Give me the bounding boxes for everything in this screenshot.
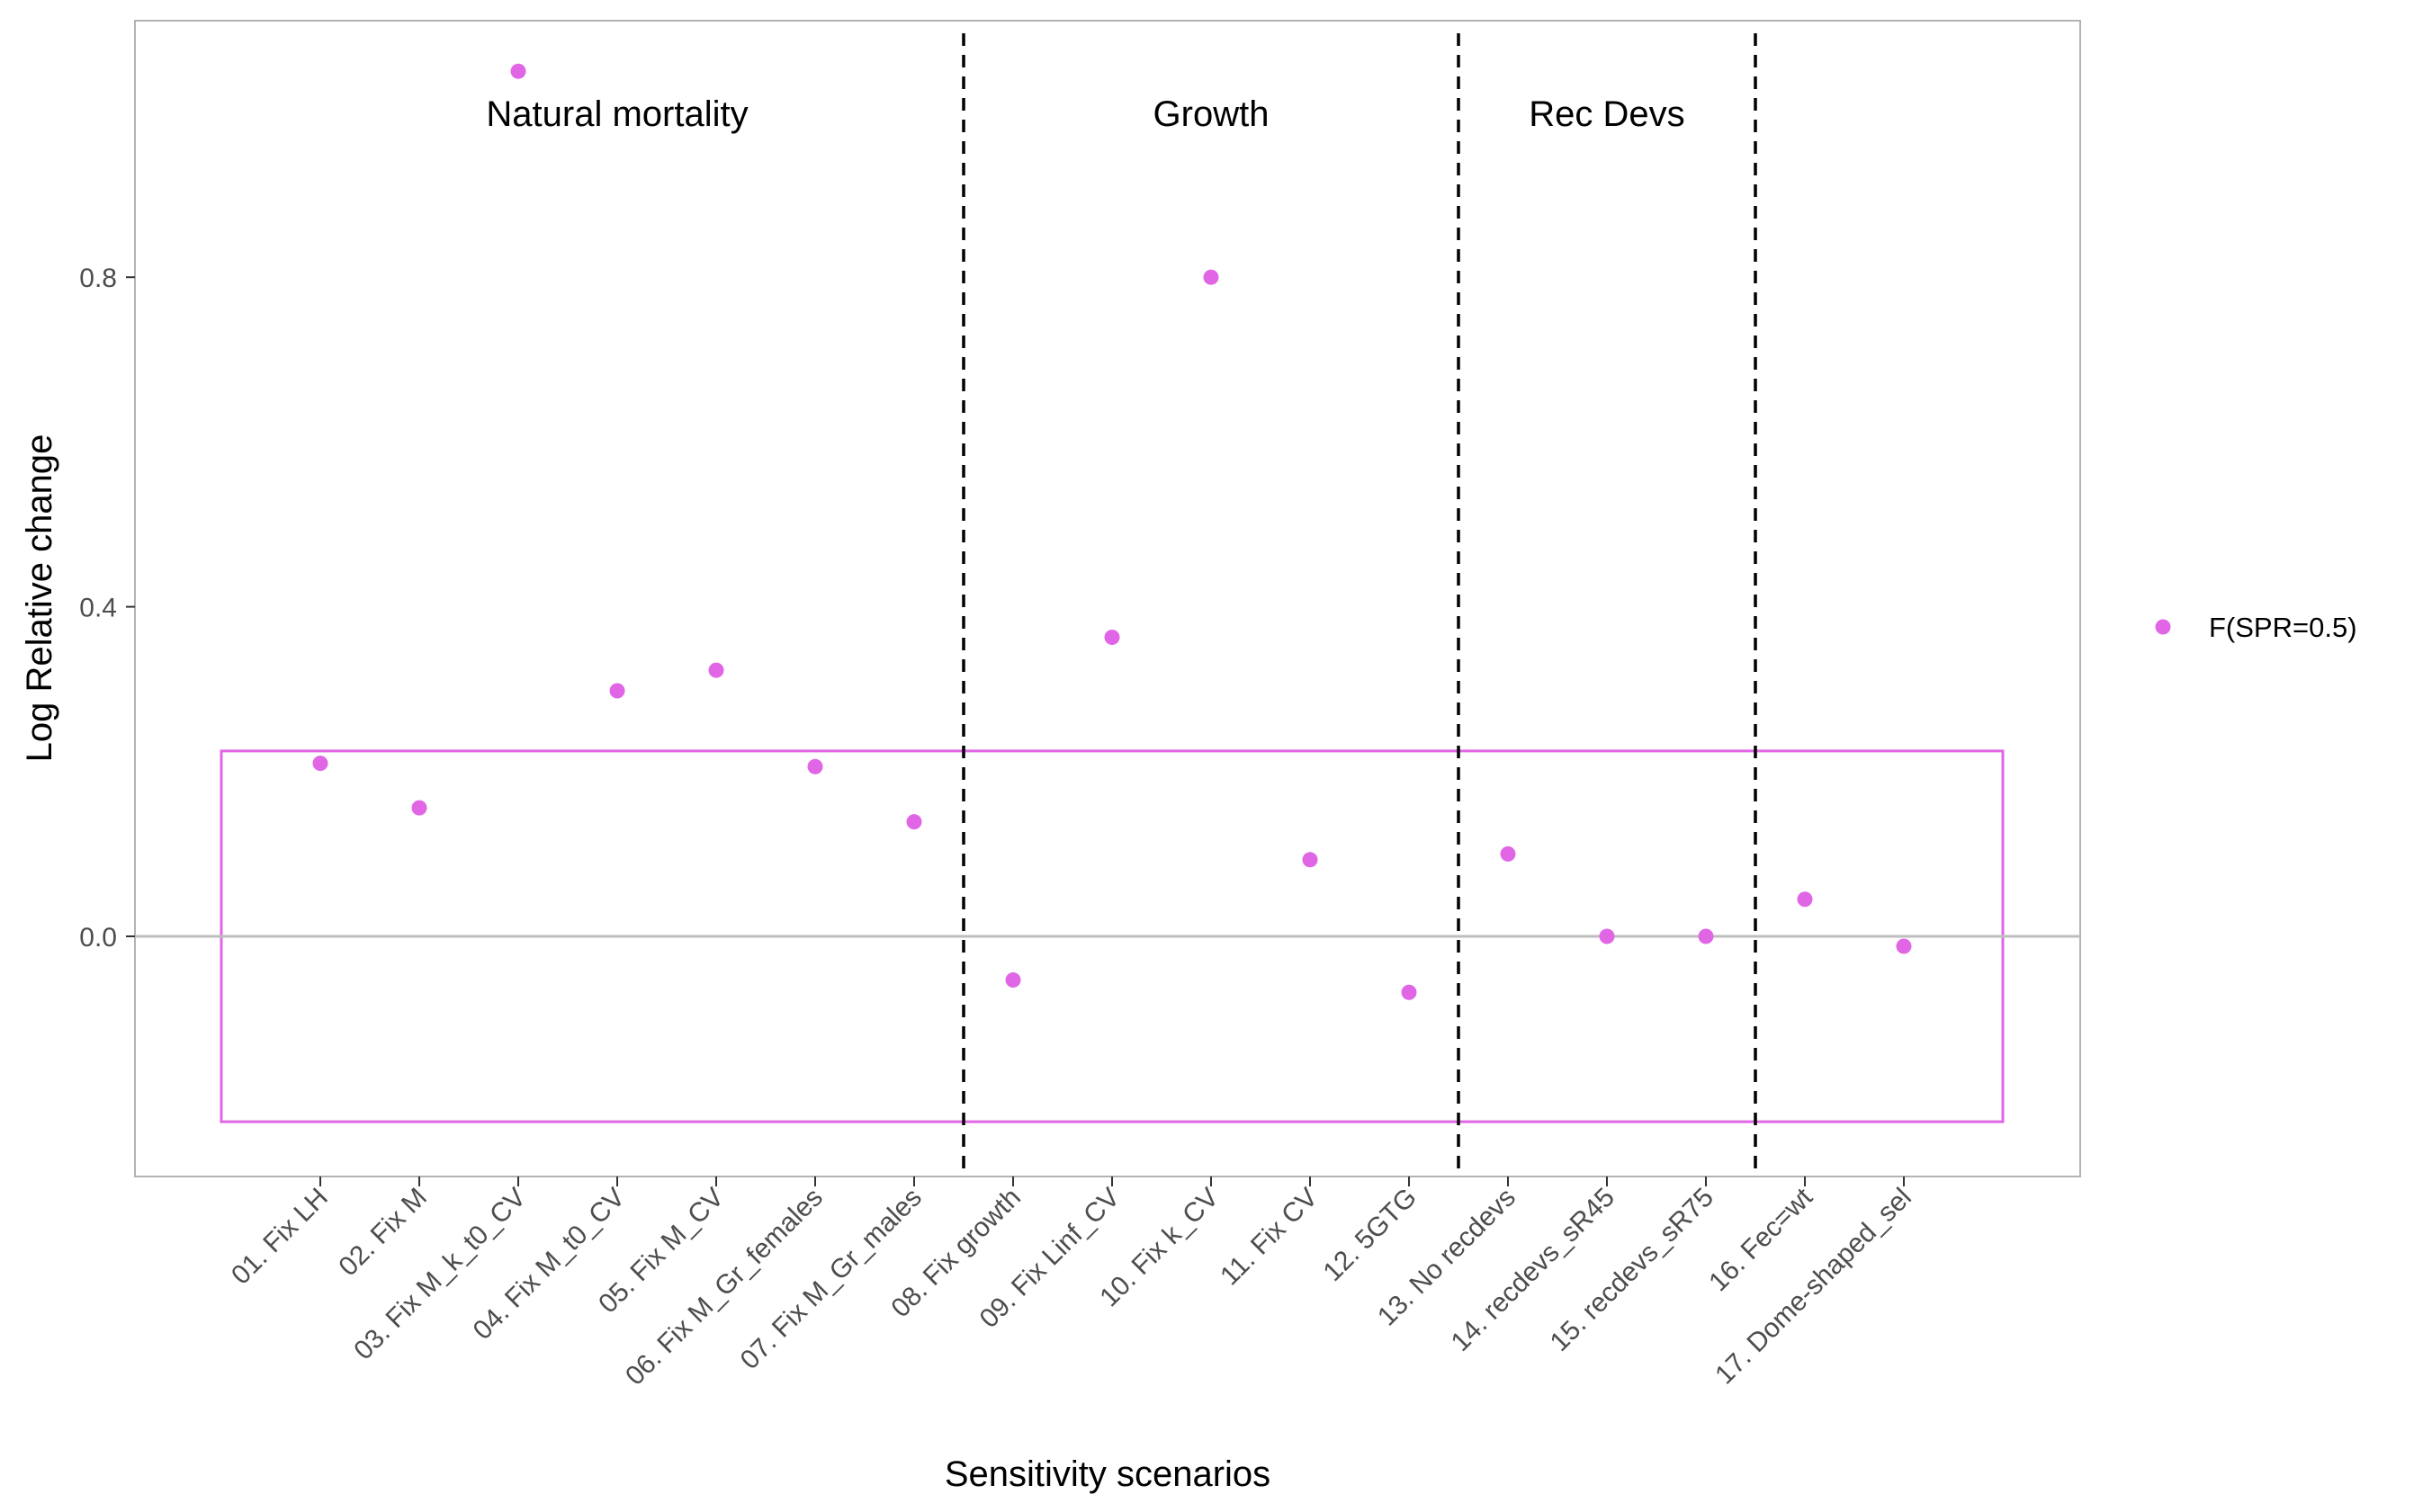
- data-point-2: [411, 800, 427, 816]
- panel-border: [134, 20, 2081, 1177]
- data-point-13: [1500, 845, 1516, 862]
- data-points: [312, 63, 1912, 1000]
- x-tick-label-11: 11. Fix CV: [1215, 1183, 1324, 1292]
- data-point-17: [1896, 938, 1912, 954]
- data-point-10: [1203, 269, 1219, 285]
- y-axis: 0.0 0.4 0.8: [79, 264, 135, 953]
- y-tick-label-1: 0.0: [79, 923, 117, 953]
- x-axis: 01. Fix LH 02. Fix M03. Fix M_k_t0_CV04. …: [226, 1176, 1917, 1391]
- group-label-2: Growth: [1153, 94, 1270, 134]
- data-point-7: [906, 814, 922, 830]
- data-point-1: [312, 756, 328, 772]
- x-tick-label-17: 17. Dome-shaped_sel: [1710, 1183, 1917, 1391]
- x-axis-title: Sensitivity scenarios: [945, 1454, 1270, 1494]
- group-label-1: Natural mortality: [486, 94, 748, 134]
- y-axis-title: Log Relative change: [20, 434, 59, 763]
- data-point-15: [1698, 928, 1714, 944]
- x-tick-label-6: 06. Fix M_Gr_females: [620, 1183, 829, 1391]
- data-point-12: [1401, 984, 1417, 1000]
- legend-label: F(SPR=0.5): [2209, 612, 2357, 643]
- data-point-11: [1302, 852, 1318, 868]
- y-tick-label-2: 0.4: [79, 594, 117, 623]
- x-tick-label-7: 07. Fix M_Gr_males: [735, 1183, 928, 1375]
- data-point-6: [807, 758, 823, 774]
- group-label-3: Rec Devs: [1529, 94, 1684, 134]
- x-tick-label-1: 01. Fix LH: [226, 1183, 334, 1291]
- data-point-8: [1005, 972, 1021, 989]
- x-tick-label-14: 14. recdevs_sR45: [1446, 1183, 1620, 1357]
- legend: F(SPR=0.5): [2155, 612, 2357, 643]
- group-dividers: [962, 33, 1757, 1176]
- y-tick-label-3: 0.8: [79, 264, 117, 293]
- data-point-16: [1797, 891, 1813, 908]
- data-point-3: [510, 63, 526, 79]
- data-point-5: [708, 662, 724, 678]
- group-labels: Natural mortality Growth Rec Devs: [486, 94, 1684, 134]
- data-point-14: [1599, 928, 1615, 944]
- x-tick-label-2: 02. Fix M: [333, 1183, 433, 1283]
- data-point-9: [1104, 629, 1120, 645]
- legend-key: [2155, 619, 2171, 635]
- data-point-4: [609, 683, 625, 699]
- x-tick-label-12: 12. 5GTG: [1317, 1183, 1422, 1287]
- x-tick-label-15: 15. recdevs_sR75: [1545, 1183, 1719, 1357]
- x-tick-label-3: 03. Fix M_k_t0_CV: [348, 1183, 532, 1366]
